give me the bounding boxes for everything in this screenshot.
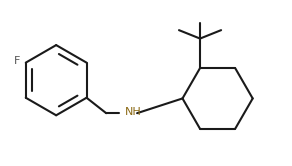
Text: NH: NH <box>125 107 142 117</box>
Text: F: F <box>14 56 21 66</box>
